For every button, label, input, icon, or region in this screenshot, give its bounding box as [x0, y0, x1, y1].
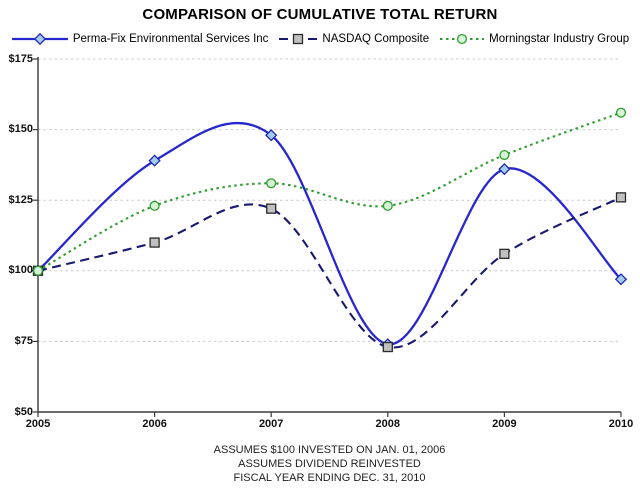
y-tick-label: $50	[14, 405, 33, 418]
x-tick-label: 2009	[492, 418, 517, 430]
chart-footnotes: ASSUMES $100 INVESTED ON JAN. 01, 2006 A…	[38, 443, 621, 485]
footnote-line: ASSUMES DIVIDEND REINVESTED	[238, 458, 421, 470]
diamond-marker-icon	[11, 33, 68, 45]
square-marker-icon	[279, 33, 318, 45]
chart-title: COMPARISON OF CUMULATIVE TOTAL RETURN	[142, 6, 498, 23]
legend-label-nasdaq: NASDAQ Composite	[322, 33, 430, 45]
x-tick-label: 2008	[375, 418, 401, 430]
x-tick-label: 2010	[608, 418, 634, 430]
legend-item-morningstar: Morningstar Industry Group	[439, 33, 629, 45]
legend-label-morningstar: Morningstar Industry Group	[489, 33, 630, 45]
y-tick-label: $100	[8, 264, 33, 277]
y-tick-label: $75	[14, 334, 33, 347]
circle-marker-icon	[440, 33, 485, 45]
chart-area: $50 $75 $100 $125 $150 $175 2005 2006 2007 2008 20…	[8, 52, 634, 431]
y-tick-label: $150	[8, 123, 33, 136]
y-tick-label: $125	[8, 193, 33, 206]
legend: Perma-Fix Environmental Services Inc NAS…	[0, 33, 640, 45]
x-tick-label: 2005	[25, 418, 51, 430]
plot-svg	[31, 57, 628, 417]
legend-item-nasdaq: NASDAQ Composite	[278, 33, 429, 45]
footnote-line: ASSUMES $100 INVESTED ON JAN. 01, 2006	[213, 444, 446, 456]
legend-label-permafix: Perma-Fix Environmental Services Inc	[72, 33, 269, 45]
y-tick-label: $175	[8, 52, 33, 65]
x-tick-label: 2007	[258, 418, 284, 430]
footnote-line: FISCAL YEAR ENDING DEC. 31, 2010	[233, 472, 426, 484]
x-tick-label: 2006	[142, 418, 167, 430]
legend-item-permafix: Perma-Fix Environmental Services Inc	[11, 33, 269, 45]
